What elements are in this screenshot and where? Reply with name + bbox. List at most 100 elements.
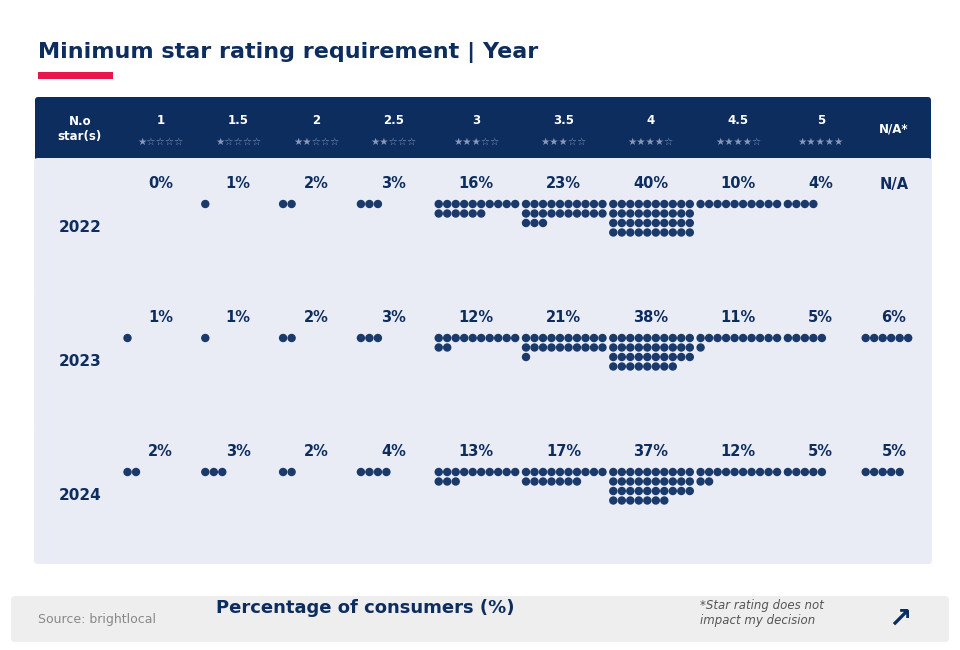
Circle shape bbox=[706, 478, 712, 485]
Circle shape bbox=[610, 478, 616, 485]
Circle shape bbox=[610, 344, 616, 351]
Circle shape bbox=[573, 200, 581, 207]
Circle shape bbox=[660, 220, 668, 226]
Text: 3%: 3% bbox=[381, 311, 406, 326]
Circle shape bbox=[557, 344, 564, 351]
Circle shape bbox=[469, 469, 476, 476]
Text: 13%: 13% bbox=[459, 445, 494, 460]
Bar bbox=[38, 72, 113, 79]
Text: 2022: 2022 bbox=[59, 220, 101, 235]
Circle shape bbox=[444, 469, 450, 476]
Circle shape bbox=[636, 497, 642, 504]
Circle shape bbox=[810, 200, 817, 207]
Circle shape bbox=[627, 469, 634, 476]
Circle shape bbox=[810, 335, 817, 341]
Circle shape bbox=[565, 469, 572, 476]
Circle shape bbox=[573, 335, 581, 341]
Circle shape bbox=[548, 200, 555, 207]
Circle shape bbox=[618, 229, 625, 236]
Circle shape bbox=[548, 469, 555, 476]
Circle shape bbox=[366, 200, 372, 207]
Circle shape bbox=[618, 497, 625, 504]
Circle shape bbox=[540, 200, 546, 207]
Circle shape bbox=[435, 200, 443, 207]
Circle shape bbox=[678, 478, 684, 485]
Circle shape bbox=[557, 469, 564, 476]
Circle shape bbox=[599, 469, 606, 476]
Circle shape bbox=[644, 200, 651, 207]
Circle shape bbox=[669, 200, 676, 207]
Text: 3%: 3% bbox=[226, 445, 251, 460]
FancyBboxPatch shape bbox=[34, 158, 932, 296]
Text: Source: brightlocal: Source: brightlocal bbox=[38, 612, 156, 625]
Text: 17%: 17% bbox=[546, 445, 581, 460]
Text: 1.5: 1.5 bbox=[228, 114, 249, 127]
Circle shape bbox=[765, 335, 772, 341]
Circle shape bbox=[697, 200, 704, 207]
Circle shape bbox=[627, 478, 634, 485]
Text: 1%: 1% bbox=[226, 177, 251, 192]
Circle shape bbox=[774, 200, 780, 207]
Circle shape bbox=[573, 469, 581, 476]
Circle shape bbox=[540, 478, 546, 485]
Circle shape bbox=[132, 469, 139, 476]
Circle shape bbox=[765, 200, 772, 207]
Text: 10%: 10% bbox=[721, 177, 756, 192]
Circle shape bbox=[644, 344, 651, 351]
Text: ★☆☆☆☆: ★☆☆☆☆ bbox=[215, 137, 261, 147]
Text: 5%: 5% bbox=[881, 445, 906, 460]
Text: N/A*: N/A* bbox=[879, 122, 909, 135]
Circle shape bbox=[748, 200, 756, 207]
Circle shape bbox=[636, 469, 642, 476]
Circle shape bbox=[669, 488, 676, 495]
Circle shape bbox=[531, 478, 538, 485]
Circle shape bbox=[486, 335, 493, 341]
Circle shape bbox=[486, 469, 493, 476]
Circle shape bbox=[573, 478, 581, 485]
Circle shape bbox=[636, 363, 642, 370]
Circle shape bbox=[897, 335, 903, 341]
Circle shape bbox=[494, 200, 502, 207]
Text: 1%: 1% bbox=[148, 311, 173, 326]
Circle shape bbox=[486, 200, 493, 207]
Circle shape bbox=[644, 210, 651, 217]
Circle shape bbox=[522, 469, 530, 476]
Circle shape bbox=[202, 335, 209, 341]
Circle shape bbox=[652, 497, 660, 504]
Circle shape bbox=[548, 344, 555, 351]
Circle shape bbox=[618, 344, 625, 351]
Circle shape bbox=[540, 335, 546, 341]
Circle shape bbox=[557, 210, 564, 217]
Text: ★☆☆☆☆: ★☆☆☆☆ bbox=[137, 137, 183, 147]
Circle shape bbox=[686, 478, 693, 485]
Circle shape bbox=[669, 335, 676, 341]
Circle shape bbox=[669, 344, 676, 351]
Circle shape bbox=[478, 200, 485, 207]
FancyBboxPatch shape bbox=[35, 97, 931, 161]
Text: 4%: 4% bbox=[381, 445, 406, 460]
Circle shape bbox=[888, 469, 895, 476]
Circle shape bbox=[374, 469, 381, 476]
Circle shape bbox=[697, 344, 704, 351]
Text: 12%: 12% bbox=[459, 311, 494, 326]
Circle shape bbox=[503, 200, 510, 207]
Circle shape bbox=[686, 220, 693, 226]
Circle shape bbox=[697, 469, 704, 476]
Circle shape bbox=[522, 200, 530, 207]
Circle shape bbox=[503, 335, 510, 341]
Circle shape bbox=[686, 335, 693, 341]
Text: 5: 5 bbox=[817, 114, 825, 127]
Circle shape bbox=[618, 210, 625, 217]
Circle shape bbox=[732, 200, 738, 207]
Circle shape bbox=[862, 335, 869, 341]
Circle shape bbox=[644, 497, 651, 504]
Circle shape bbox=[357, 200, 365, 207]
Circle shape bbox=[765, 469, 772, 476]
Circle shape bbox=[732, 469, 738, 476]
Circle shape bbox=[444, 200, 450, 207]
Circle shape bbox=[627, 354, 634, 361]
Circle shape bbox=[686, 344, 693, 351]
Circle shape bbox=[374, 335, 381, 341]
Circle shape bbox=[678, 210, 684, 217]
Text: 3%: 3% bbox=[381, 177, 406, 192]
